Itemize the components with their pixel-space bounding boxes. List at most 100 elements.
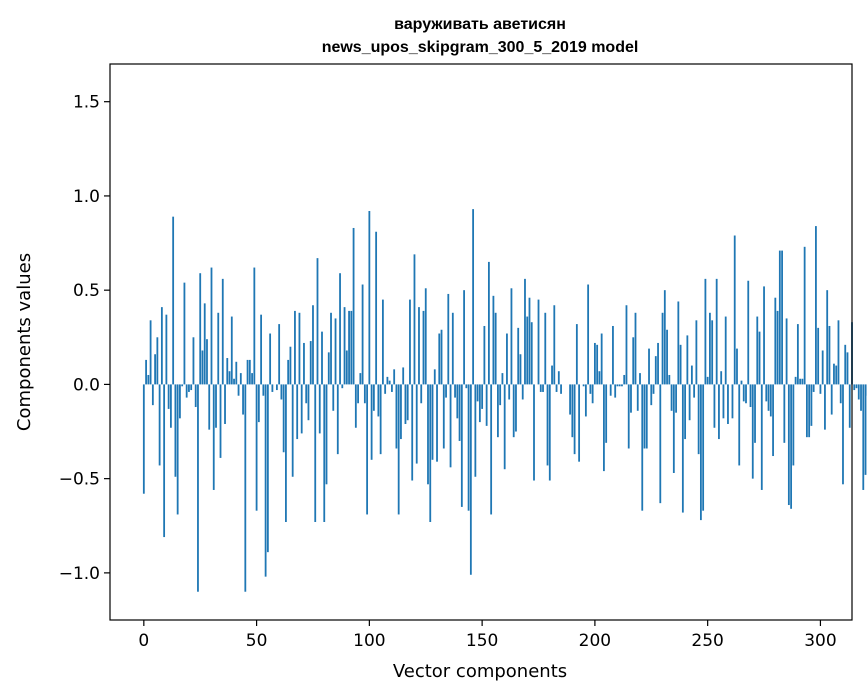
bar-245 — [695, 320, 698, 385]
bar-241 — [686, 335, 689, 385]
bar-258 — [724, 316, 727, 385]
bar-204 — [603, 384, 605, 472]
bar-318 — [860, 384, 862, 411]
y-tick-label: 1.0 — [73, 187, 100, 207]
bar-319 — [862, 384, 865, 490]
bar-2 — [147, 374, 150, 385]
bar-47 — [248, 359, 251, 385]
bar-288 — [792, 384, 795, 466]
bar-16 — [179, 384, 181, 419]
bar-201 — [596, 344, 599, 385]
bar-57 — [271, 384, 274, 392]
bar-272 — [756, 316, 759, 385]
bar-107 — [384, 384, 387, 394]
bar-293 — [803, 246, 806, 385]
bar-83 — [330, 312, 332, 385]
bar-247 — [699, 384, 702, 521]
bar-96 — [359, 373, 362, 385]
bar-69 — [298, 312, 301, 385]
bar-160 — [503, 384, 506, 470]
bar-286 — [787, 384, 790, 506]
bar-31 — [212, 384, 215, 490]
bar-163 — [510, 288, 513, 385]
bar-101 — [370, 384, 373, 460]
bar-7 — [158, 384, 161, 466]
bar-203 — [600, 333, 603, 385]
x-tick-label: 300 — [804, 631, 836, 651]
bar-150 — [481, 384, 484, 409]
bar-35 — [221, 278, 224, 385]
bar-317 — [857, 384, 860, 400]
bar-158 — [499, 384, 502, 406]
bar-147 — [474, 384, 477, 477]
bar-234 — [670, 384, 673, 411]
bar-265 — [740, 380, 743, 385]
bar-34 — [219, 384, 222, 458]
bar-242 — [688, 384, 691, 421]
bar-246 — [697, 384, 700, 455]
bar-124 — [422, 310, 425, 385]
bar-303 — [826, 290, 829, 385]
bar-226 — [652, 384, 655, 394]
bar-182 — [553, 305, 556, 385]
bar-280 — [774, 297, 777, 385]
bar-104 — [377, 384, 380, 417]
bar-93 — [352, 227, 355, 385]
bar-43 — [239, 373, 242, 385]
bar-277 — [767, 384, 770, 411]
bar-64 — [287, 359, 290, 385]
x-tick-label: 250 — [691, 631, 723, 651]
bar-27 — [203, 303, 206, 385]
bar-181 — [551, 365, 553, 385]
bar-281 — [776, 310, 779, 385]
bar-276 — [765, 384, 768, 402]
bar-192 — [575, 324, 578, 385]
bar-166 — [517, 327, 520, 385]
bar-198 — [589, 384, 592, 394]
bar-233 — [668, 374, 671, 385]
bar-127 — [429, 384, 432, 522]
bar-285 — [785, 318, 788, 385]
bar-5 — [154, 354, 157, 385]
bar-137 — [451, 312, 454, 385]
bar-94 — [354, 384, 357, 428]
bar-65 — [289, 346, 292, 385]
bar-8 — [160, 307, 163, 385]
bar-152 — [485, 384, 488, 426]
bar-159 — [501, 373, 504, 385]
bar-266 — [742, 384, 745, 402]
bar-75 — [312, 305, 314, 385]
bar-202 — [598, 371, 601, 385]
bar-114 — [400, 384, 402, 440]
bar-292 — [801, 378, 804, 385]
y-tick-label: 1.5 — [73, 93, 100, 113]
x-tick-label: 100 — [353, 631, 385, 651]
bar-22 — [192, 337, 195, 385]
bar-42 — [237, 384, 240, 396]
bar-50 — [255, 384, 258, 511]
plot-frame — [109, 63, 853, 621]
bar-289 — [794, 376, 797, 385]
bar-169 — [524, 278, 526, 385]
bar-0 — [142, 384, 145, 494]
bar-179 — [546, 384, 549, 466]
bar-219 — [636, 384, 639, 411]
bar-213 — [623, 374, 626, 385]
bar-97 — [361, 284, 364, 385]
bar-20 — [188, 384, 190, 392]
bar-108 — [386, 376, 389, 385]
bar-38 — [228, 371, 231, 385]
bar-3 — [149, 320, 152, 385]
bar-238 — [679, 344, 682, 385]
bar-106 — [381, 299, 384, 385]
bar-46 — [246, 359, 249, 385]
bar-305 — [830, 384, 833, 415]
bar-290 — [796, 324, 799, 385]
x-tick-label: 200 — [579, 631, 611, 651]
bar-130 — [436, 384, 438, 462]
y-tick-label: −1.0 — [59, 564, 100, 584]
bar-78 — [318, 384, 321, 434]
bar-126 — [427, 384, 429, 485]
bar-240 — [684, 384, 687, 440]
bar-235 — [672, 384, 675, 473]
